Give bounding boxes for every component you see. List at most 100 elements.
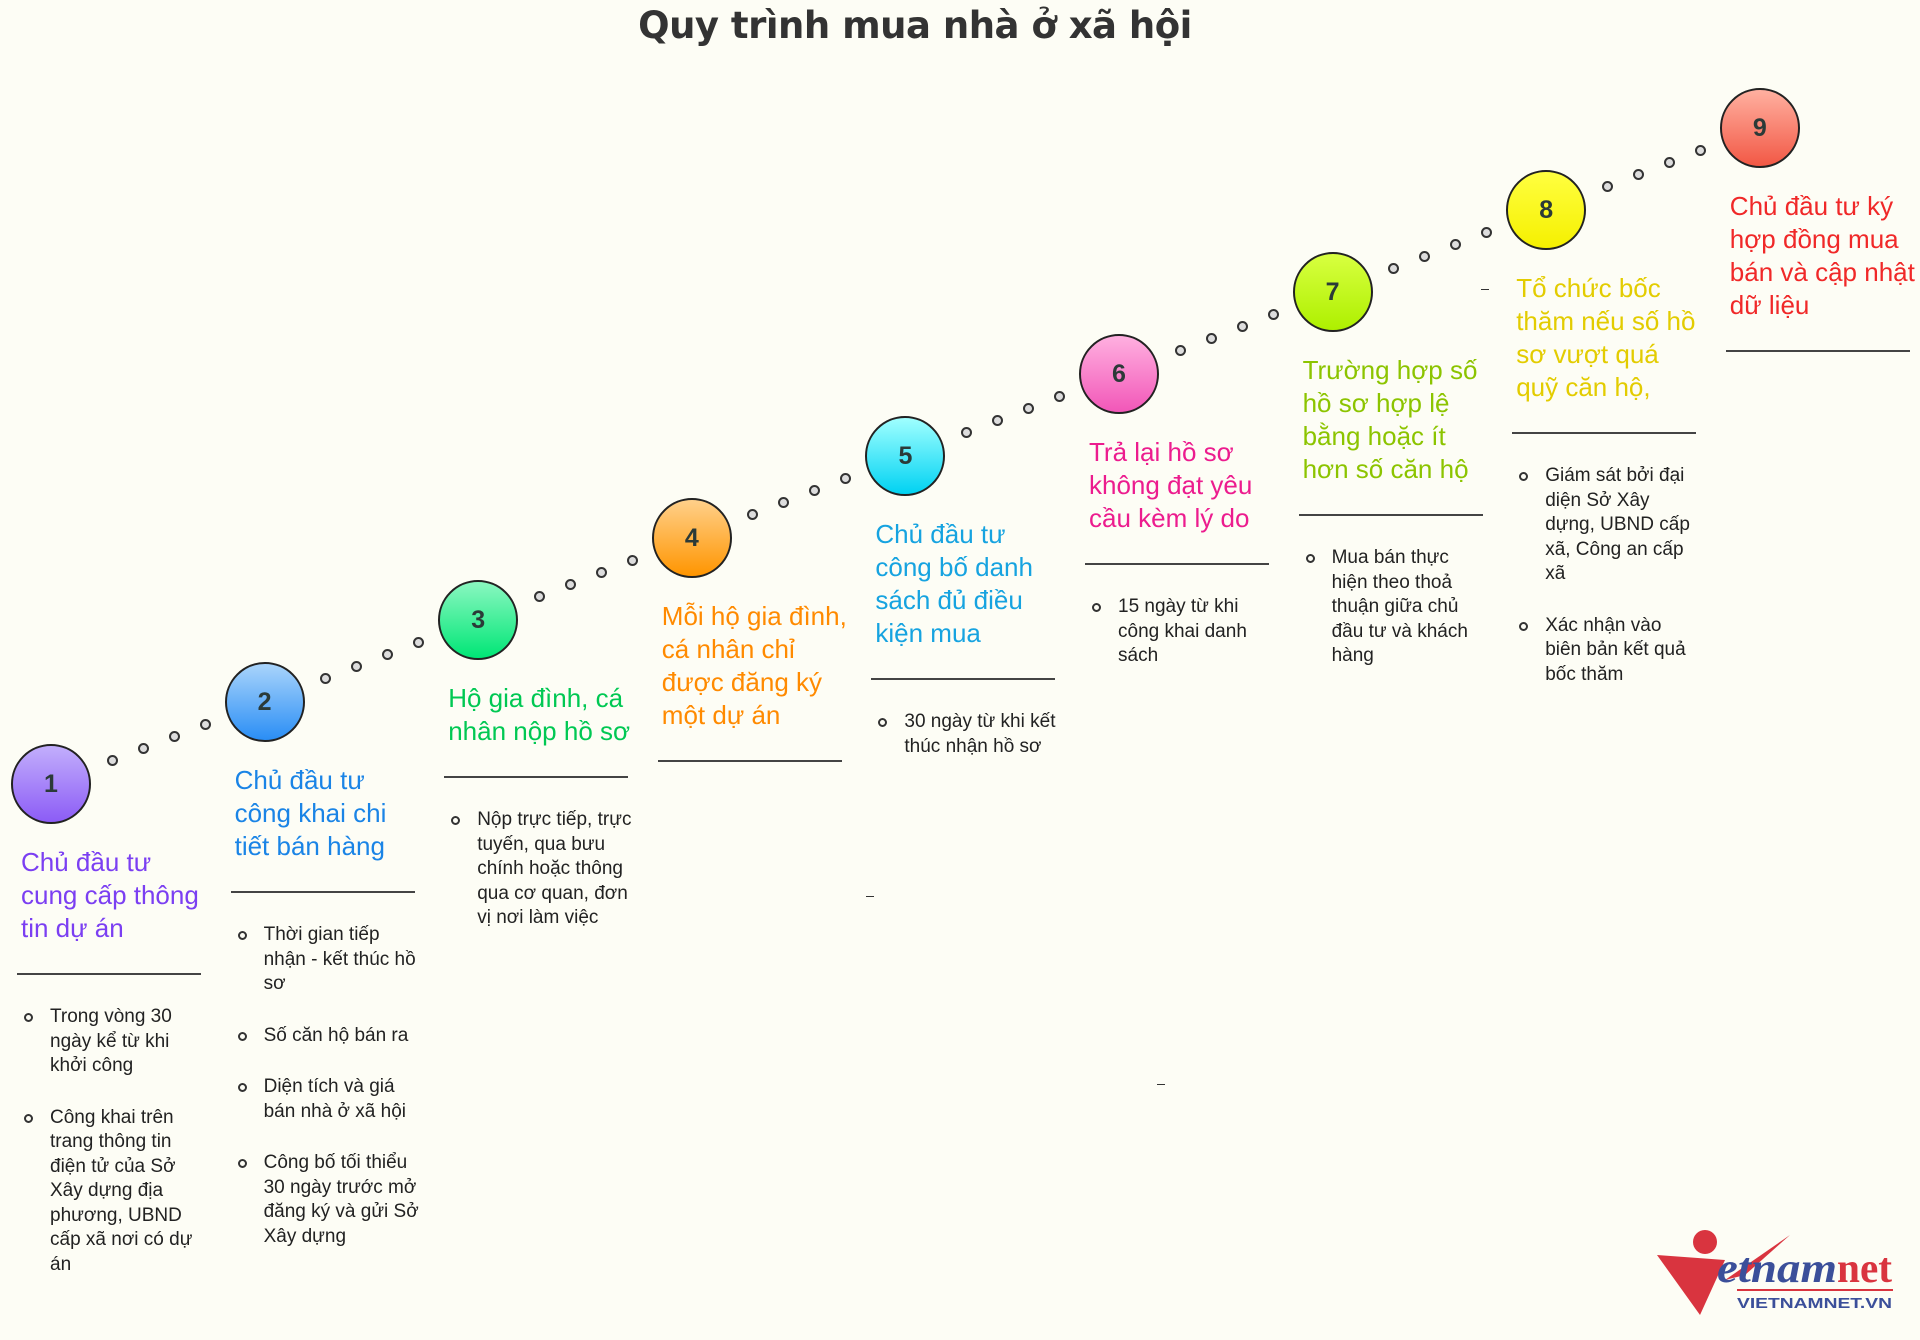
step-4-content: Mỗi hộ gia đình, cá nhân chỉ được đăng k… [657, 600, 848, 762]
step-7-content: Trường hợp số hồ sơ hợp lệ bằng hoặc ít … [1298, 354, 1489, 696]
connector-dot [1388, 263, 1400, 275]
divider [1725, 350, 1910, 352]
step-2-content: Chủ đầu tư công khai chi tiết bán hàng Th… [230, 764, 421, 1276]
step-heading: Chủ đầu tư công khai chi tiết bán hàng [234, 765, 387, 861]
stray-mark [866, 896, 874, 897]
bullet-circle-icon [1092, 603, 1101, 612]
step-heading: Hộ gia đình, cá nhân nộp hồ sơ [448, 683, 631, 746]
connector-dot [1450, 239, 1462, 251]
bullet-text: Số căn hộ bán ra [263, 1024, 409, 1046]
connector-dot [626, 555, 638, 567]
step-number: 6 [1112, 359, 1126, 388]
step-6-circle: 6 [1079, 334, 1159, 414]
bullet-item: Xác nhận vào biên bản kết quả bốc thăm [1516, 614, 1702, 688]
step-bullets: Giám sát bởi đại diện Sở Xây dựng, UBND … [1516, 464, 1702, 687]
connector-dot [413, 637, 425, 649]
step-3-content: Hộ gia đình, cá nhân nộp hồ sơ Nộp trực t… [444, 682, 634, 958]
step-heading: Trường hợp số hồ sơ hợp lệ bằng hoặc ít … [1302, 355, 1478, 484]
bullet-circle-icon [237, 931, 247, 940]
bullet-item: Giám sát bởi đại diện Sở Xây dựng, UBND … [1516, 464, 1702, 587]
vietnamnet-logo: etnam net VIETNAMNET.VN [1657, 1230, 1893, 1315]
step-number: 1 [44, 769, 58, 798]
connector-dot [1601, 181, 1613, 193]
step-heading: Chủ đầu tư cung cấp thông tin dự án [21, 847, 199, 943]
step-number: 7 [1325, 277, 1340, 306]
connector-dot [1481, 227, 1493, 239]
bullet-text: Thời gian tiếp nhận - kết thúc hồ sơ [263, 924, 416, 994]
step-8-circle: 8 [1506, 170, 1587, 250]
step-bullets: 15 ngày từ khi công khai danh sách [1089, 595, 1275, 669]
connector-dot [564, 579, 576, 591]
connector-dot [106, 755, 118, 767]
connector-dot [382, 649, 394, 661]
bullet-text: Công khai trên trang thông tin điện tử c… [50, 1106, 193, 1275]
connector-dot [199, 719, 211, 731]
step-6-content: Trả lại hồ sơ không đạt yêu cầu kèm lý d… [1085, 436, 1275, 696]
connector-dot [533, 591, 545, 603]
connector-dot [960, 427, 972, 439]
step-number: 5 [898, 441, 913, 470]
bullet-text: Diện tích và giá bán nhà ở xã hội [263, 1076, 406, 1122]
step-heading: Chủ đầu tư công bố danh sách đủ điều kiệ… [875, 519, 1033, 648]
connector-dot [595, 567, 607, 579]
bullet-circle-icon [24, 1113, 33, 1123]
bullet-text: 15 ngày từ khi công khai danh sách [1118, 596, 1247, 666]
bullet-circle-icon [237, 1159, 247, 1168]
connector-dot [778, 497, 790, 509]
bullet-item: Số căn hộ bán ra [235, 1024, 421, 1049]
divider [17, 973, 201, 975]
step-bullets: 30 ngày từ khi kết thúc nhận hồ sơ [875, 710, 1061, 759]
stray-mark [1481, 289, 1489, 290]
step-5-content: Chủ đầu tư công bố danh sách đủ điều kiệ… [871, 518, 1061, 786]
divider [230, 891, 415, 893]
connector-dot [840, 473, 852, 485]
step-2-circle: 2 [224, 662, 305, 742]
page-title: Quy trình mua nhà ở xã hội [638, 4, 1192, 47]
step-number: 9 [1752, 113, 1767, 142]
bullet-item: Công khai trên trang thông tin điện tử c… [21, 1106, 207, 1278]
bullet-item: Mua bán thực hiện theo thoả thuận giữa c… [1303, 546, 1489, 669]
bullet-item: Thời gian tiếp nhận - kết thúc hồ sơ [235, 923, 421, 997]
connector-dot [137, 743, 149, 755]
bullet-circle-icon [24, 1013, 33, 1022]
svg-text:net: net [1837, 1246, 1892, 1292]
step-9-content: Chủ đầu tư ký hợp đồng mua bán và cập nh… [1725, 190, 1916, 352]
step-bullets: Nộp trực tiếp, trực tuyến, qua bưu chính… [448, 808, 634, 931]
connector-dot [320, 673, 332, 685]
connector-dot [1694, 145, 1706, 157]
connector-dot [1663, 157, 1675, 169]
bullet-circle-icon [237, 1031, 247, 1041]
step-5-circle: 5 [865, 416, 946, 496]
connector-dot [1267, 309, 1279, 321]
bullet-circle-icon [1519, 621, 1529, 631]
connector-dot [1205, 333, 1217, 345]
connector-dot [1053, 391, 1065, 403]
connector-dot [1632, 169, 1644, 181]
divider [444, 776, 629, 778]
step-7-circle: 7 [1292, 252, 1373, 332]
bullet-text: 30 ngày từ khi kết thúc nhận hồ sơ [904, 711, 1056, 757]
bullet-item: Trong vòng 30 ngày kể từ khi khởi công [21, 1005, 207, 1079]
connector-dot [1022, 403, 1034, 415]
step-heading: Mỗi hộ gia đình, cá nhân chỉ được đăng k… [661, 601, 847, 730]
connector-dot [1236, 321, 1248, 333]
connector-dot [1174, 345, 1186, 357]
step-number: 3 [471, 605, 486, 634]
bullet-item: 30 ngày từ khi kết thúc nhận hồ sơ [875, 710, 1061, 759]
connector-dot [991, 415, 1003, 427]
connector-dot [351, 661, 363, 673]
connector-dot [168, 731, 180, 743]
bullet-circle-icon [1519, 472, 1529, 481]
step-heading: Trả lại hồ sơ không đạt yêu cầu kèm lý d… [1089, 437, 1253, 533]
step-bullets: Mua bán thực hiện theo thoả thuận giữa c… [1303, 546, 1489, 669]
bullet-circle-icon [237, 1083, 247, 1092]
step-4-circle: 4 [651, 498, 732, 578]
step-bullets: Thời gian tiếp nhận - kết thúc hồ sơ Số c… [235, 923, 421, 1249]
step-1-content: Chủ đầu tư cung cấp thông tin dự án Trong… [17, 846, 207, 1304]
bullet-text: Trong vòng 30 ngày kể từ khi khởi công [50, 1006, 172, 1076]
bullet-item: 15 ngày từ khi công khai danh sách [1089, 595, 1275, 669]
step-heading: Tổ chức bốc thăm nếu số hồ sơ vượt quá q… [1516, 273, 1696, 402]
bullet-text: Mua bán thực hiện theo thoả thuận giữa c… [1331, 547, 1468, 666]
step-bullets: Trong vòng 30 ngày kể từ khi khởi công Cô… [21, 1005, 207, 1277]
step-3-circle: 3 [438, 580, 519, 660]
